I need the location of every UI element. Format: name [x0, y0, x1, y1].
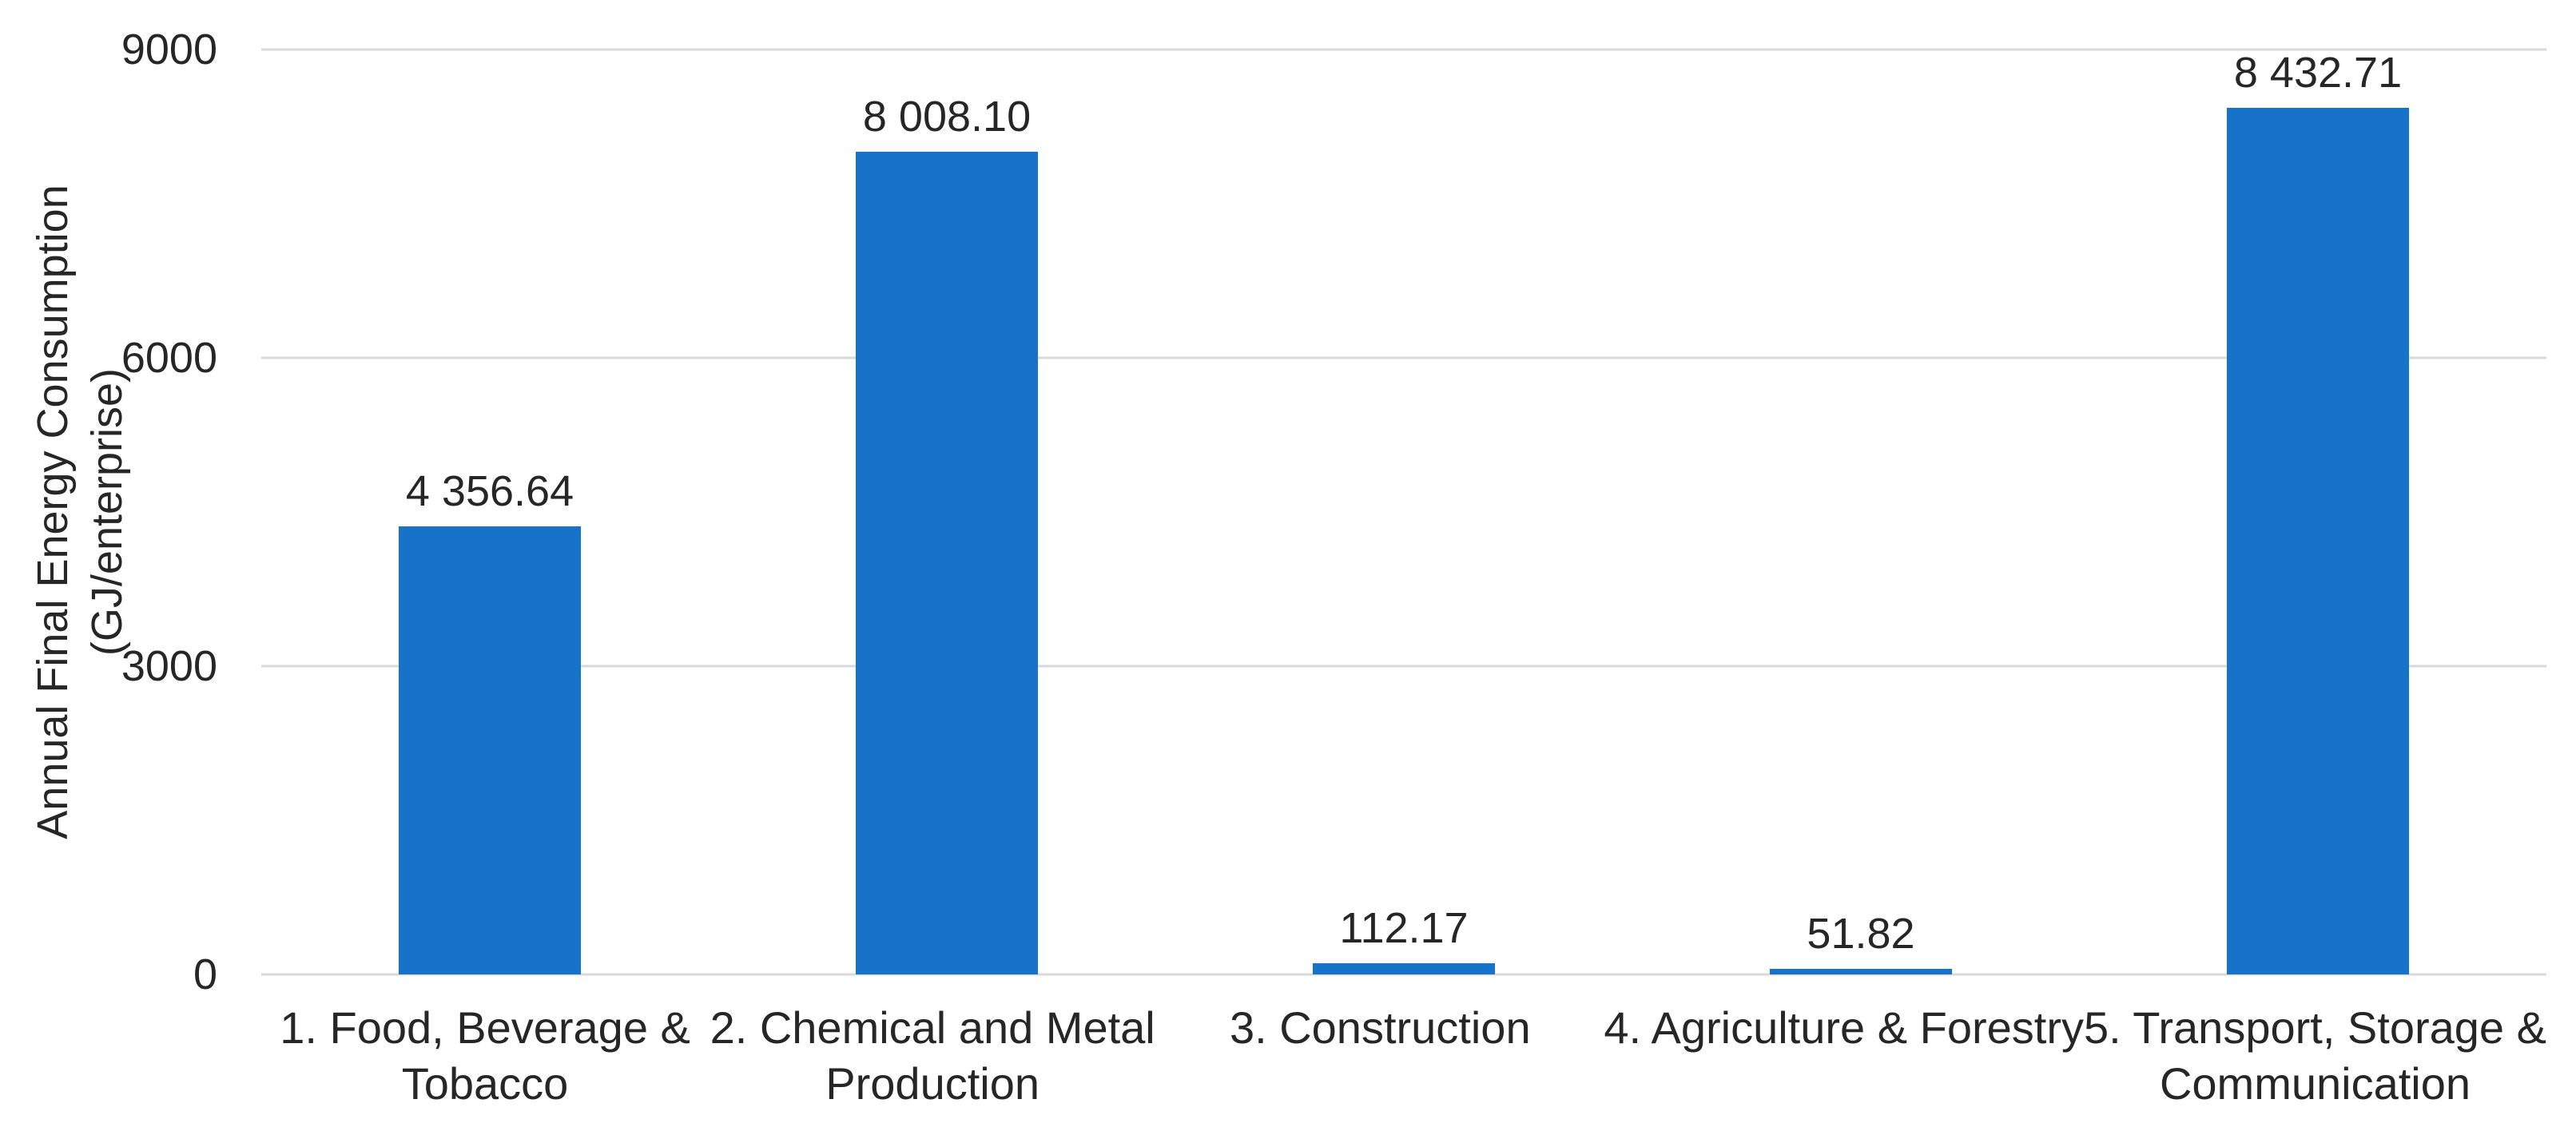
plot-area: 4 356.64 8 008.10 112.17 51.82 8 432.71	[261, 48, 2546, 976]
bar	[855, 151, 1039, 974]
gridline	[261, 356, 2546, 359]
x-category-label: 4. Agriculture & Forestry	[1604, 1002, 2084, 1053]
x-category-cell: 5. Transport, Storage & Communication	[2084, 1000, 2546, 1112]
gridlines	[261, 48, 2546, 976]
bar	[398, 526, 582, 974]
gridline	[261, 48, 2546, 51]
bar-value-label: 8 432.71	[2233, 49, 2403, 97]
bar	[1769, 969, 1953, 974]
x-category-label: 5. Transport, Storage & Communication	[2084, 1002, 2546, 1109]
x-axis-labels: 1. Food, Beverage & Tobacco 2. Chemical a…	[261, 1000, 2546, 1112]
bar-value-label: 8 008.10	[862, 92, 1032, 141]
bars: 4 356.64 8 008.10 112.17 51.82 8 432.71	[261, 49, 2546, 974]
y-axis-ticks: 0 3000 6000 9000	[0, 26, 217, 998]
bar-value-label: 4 356.64	[405, 467, 574, 516]
bar	[1312, 962, 1496, 974]
x-category-label: 3. Construction	[1229, 1002, 1531, 1053]
y-tick-label: 9000	[121, 26, 217, 73]
y-tick-label: 3000	[121, 642, 217, 690]
bar-band: 112.17	[1175, 50, 1632, 974]
x-category-cell: 1. Food, Beverage & Tobacco	[261, 1000, 709, 1112]
bar-value-label: 112.17	[1339, 903, 1469, 952]
y-tick-label: 0	[193, 950, 217, 998]
x-category-cell: 4. Agriculture & Forestry	[1604, 1000, 2084, 1112]
gridline	[261, 665, 2546, 668]
x-category-label: 1. Food, Beverage & Tobacco	[280, 1002, 690, 1109]
bar-band: 8 008.10	[718, 50, 1175, 974]
x-category-label: 2. Chemical and Metal Production	[710, 1002, 1155, 1109]
bar-band: 8 432.71	[2089, 49, 2546, 974]
bar-band: 51.82	[1632, 50, 2089, 974]
bar-value-label: 51.82	[1807, 910, 1915, 958]
bar	[2226, 108, 2410, 974]
y-tick-label: 6000	[121, 334, 217, 382]
x-category-cell: 2. Chemical and Metal Production	[709, 1000, 1156, 1112]
x-category-cell: 3. Construction	[1156, 1000, 1604, 1112]
bar-band: 4 356.64	[261, 50, 718, 974]
x-axis-line	[261, 973, 2546, 976]
